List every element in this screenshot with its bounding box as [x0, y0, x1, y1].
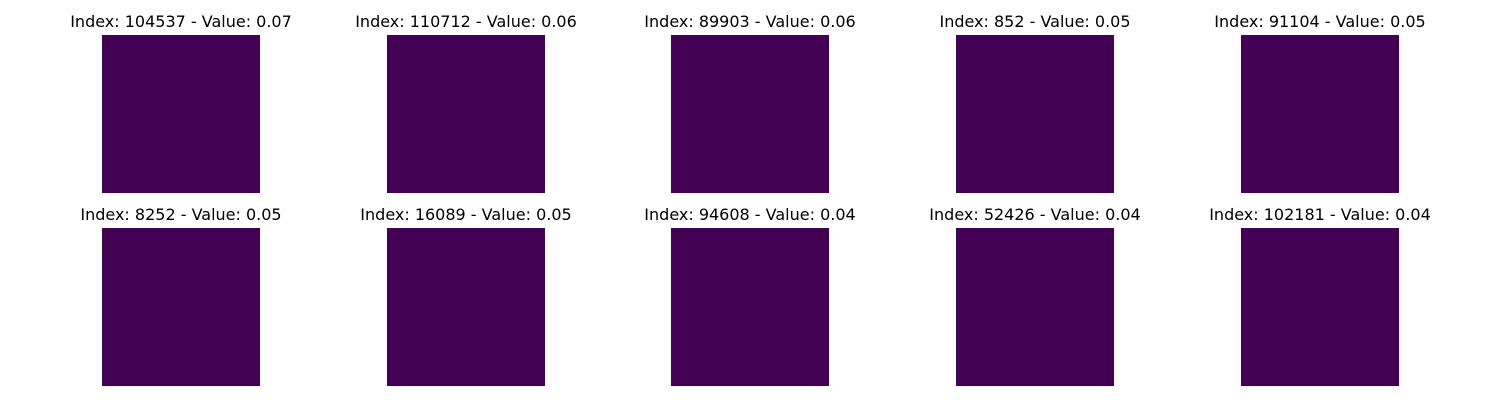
- digit-image-panel: [102, 35, 260, 193]
- panel-title: Index: 89903 - Value: 0.06: [644, 12, 855, 31]
- digit-image-panel: [1241, 228, 1399, 386]
- digit-image-panel: [671, 35, 829, 193]
- image-background: [102, 35, 260, 193]
- digit-image-panel: [387, 35, 545, 193]
- panel-title: Index: 104537 - Value: 0.07: [70, 12, 292, 31]
- image-background: [671, 35, 829, 193]
- panel-title: Index: 8252 - Value: 0.05: [80, 205, 281, 224]
- image-background: [102, 228, 260, 386]
- panel-title: Index: 852 - Value: 0.05: [939, 12, 1130, 31]
- panel-title: Index: 110712 - Value: 0.06: [355, 12, 577, 31]
- image-background: [1241, 35, 1399, 193]
- digit-image-panel: [956, 35, 1114, 193]
- image-background: [956, 228, 1114, 386]
- digit-image-panel: [102, 228, 260, 386]
- image-background: [671, 228, 829, 386]
- digit-image-panel: [956, 228, 1114, 386]
- image-background: [1241, 228, 1399, 386]
- panel-title: Index: 102181 - Value: 0.04: [1209, 205, 1431, 224]
- panel-grid: Index: 104537 - Value: 0.07 Index: 110712…: [70, 12, 1431, 386]
- image-background: [387, 35, 545, 193]
- digit-image-panel: [671, 228, 829, 386]
- image-background: [956, 35, 1114, 193]
- digit-image-panel: [387, 228, 545, 386]
- digit-image-panel: [1241, 35, 1399, 193]
- image-background: [387, 228, 545, 386]
- panel-title: Index: 91104 - Value: 0.05: [1214, 12, 1425, 31]
- panel-title: Index: 16089 - Value: 0.05: [360, 205, 571, 224]
- panel-title: Index: 94608 - Value: 0.04: [644, 205, 855, 224]
- panel-title: Index: 52426 - Value: 0.04: [929, 205, 1140, 224]
